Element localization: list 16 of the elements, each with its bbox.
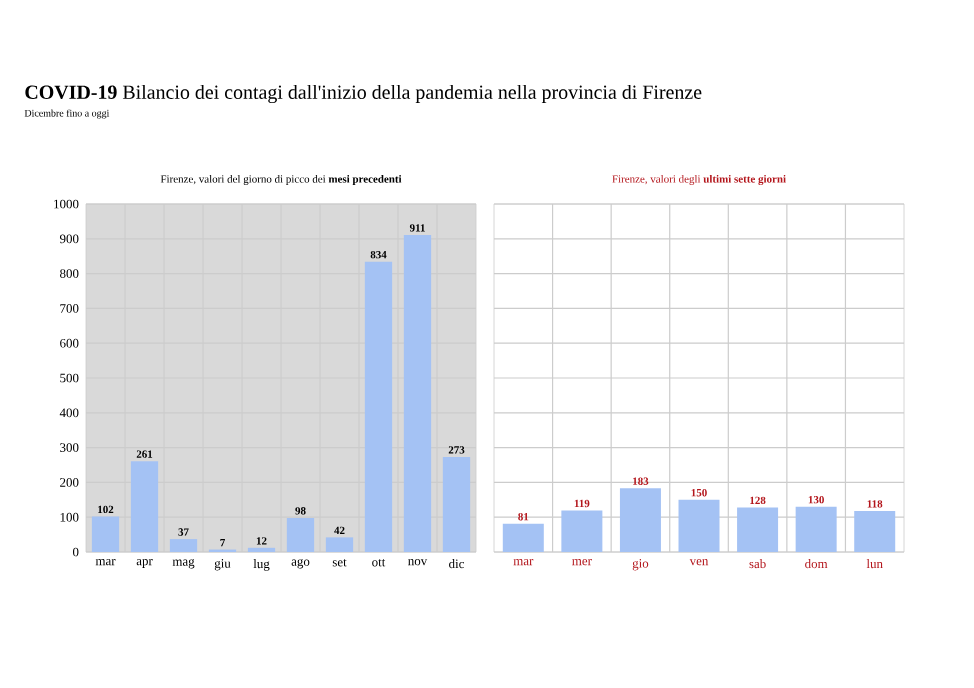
bar <box>286 517 315 552</box>
bar <box>325 537 354 552</box>
bar <box>678 499 720 552</box>
bar <box>561 510 603 552</box>
chart-title: COVID-19 Bilancio dei contagi dall'inizio della pandemia nella provincia di Firenze <box>25 84 702 104</box>
bar <box>737 507 779 552</box>
bar <box>91 516 120 552</box>
bar <box>442 456 471 552</box>
bar <box>403 234 432 552</box>
bar <box>795 506 837 552</box>
bar <box>169 539 198 552</box>
bar <box>619 488 661 552</box>
bar <box>854 510 896 552</box>
bar <box>364 261 393 552</box>
bar <box>130 461 159 552</box>
bar <box>502 523 544 552</box>
